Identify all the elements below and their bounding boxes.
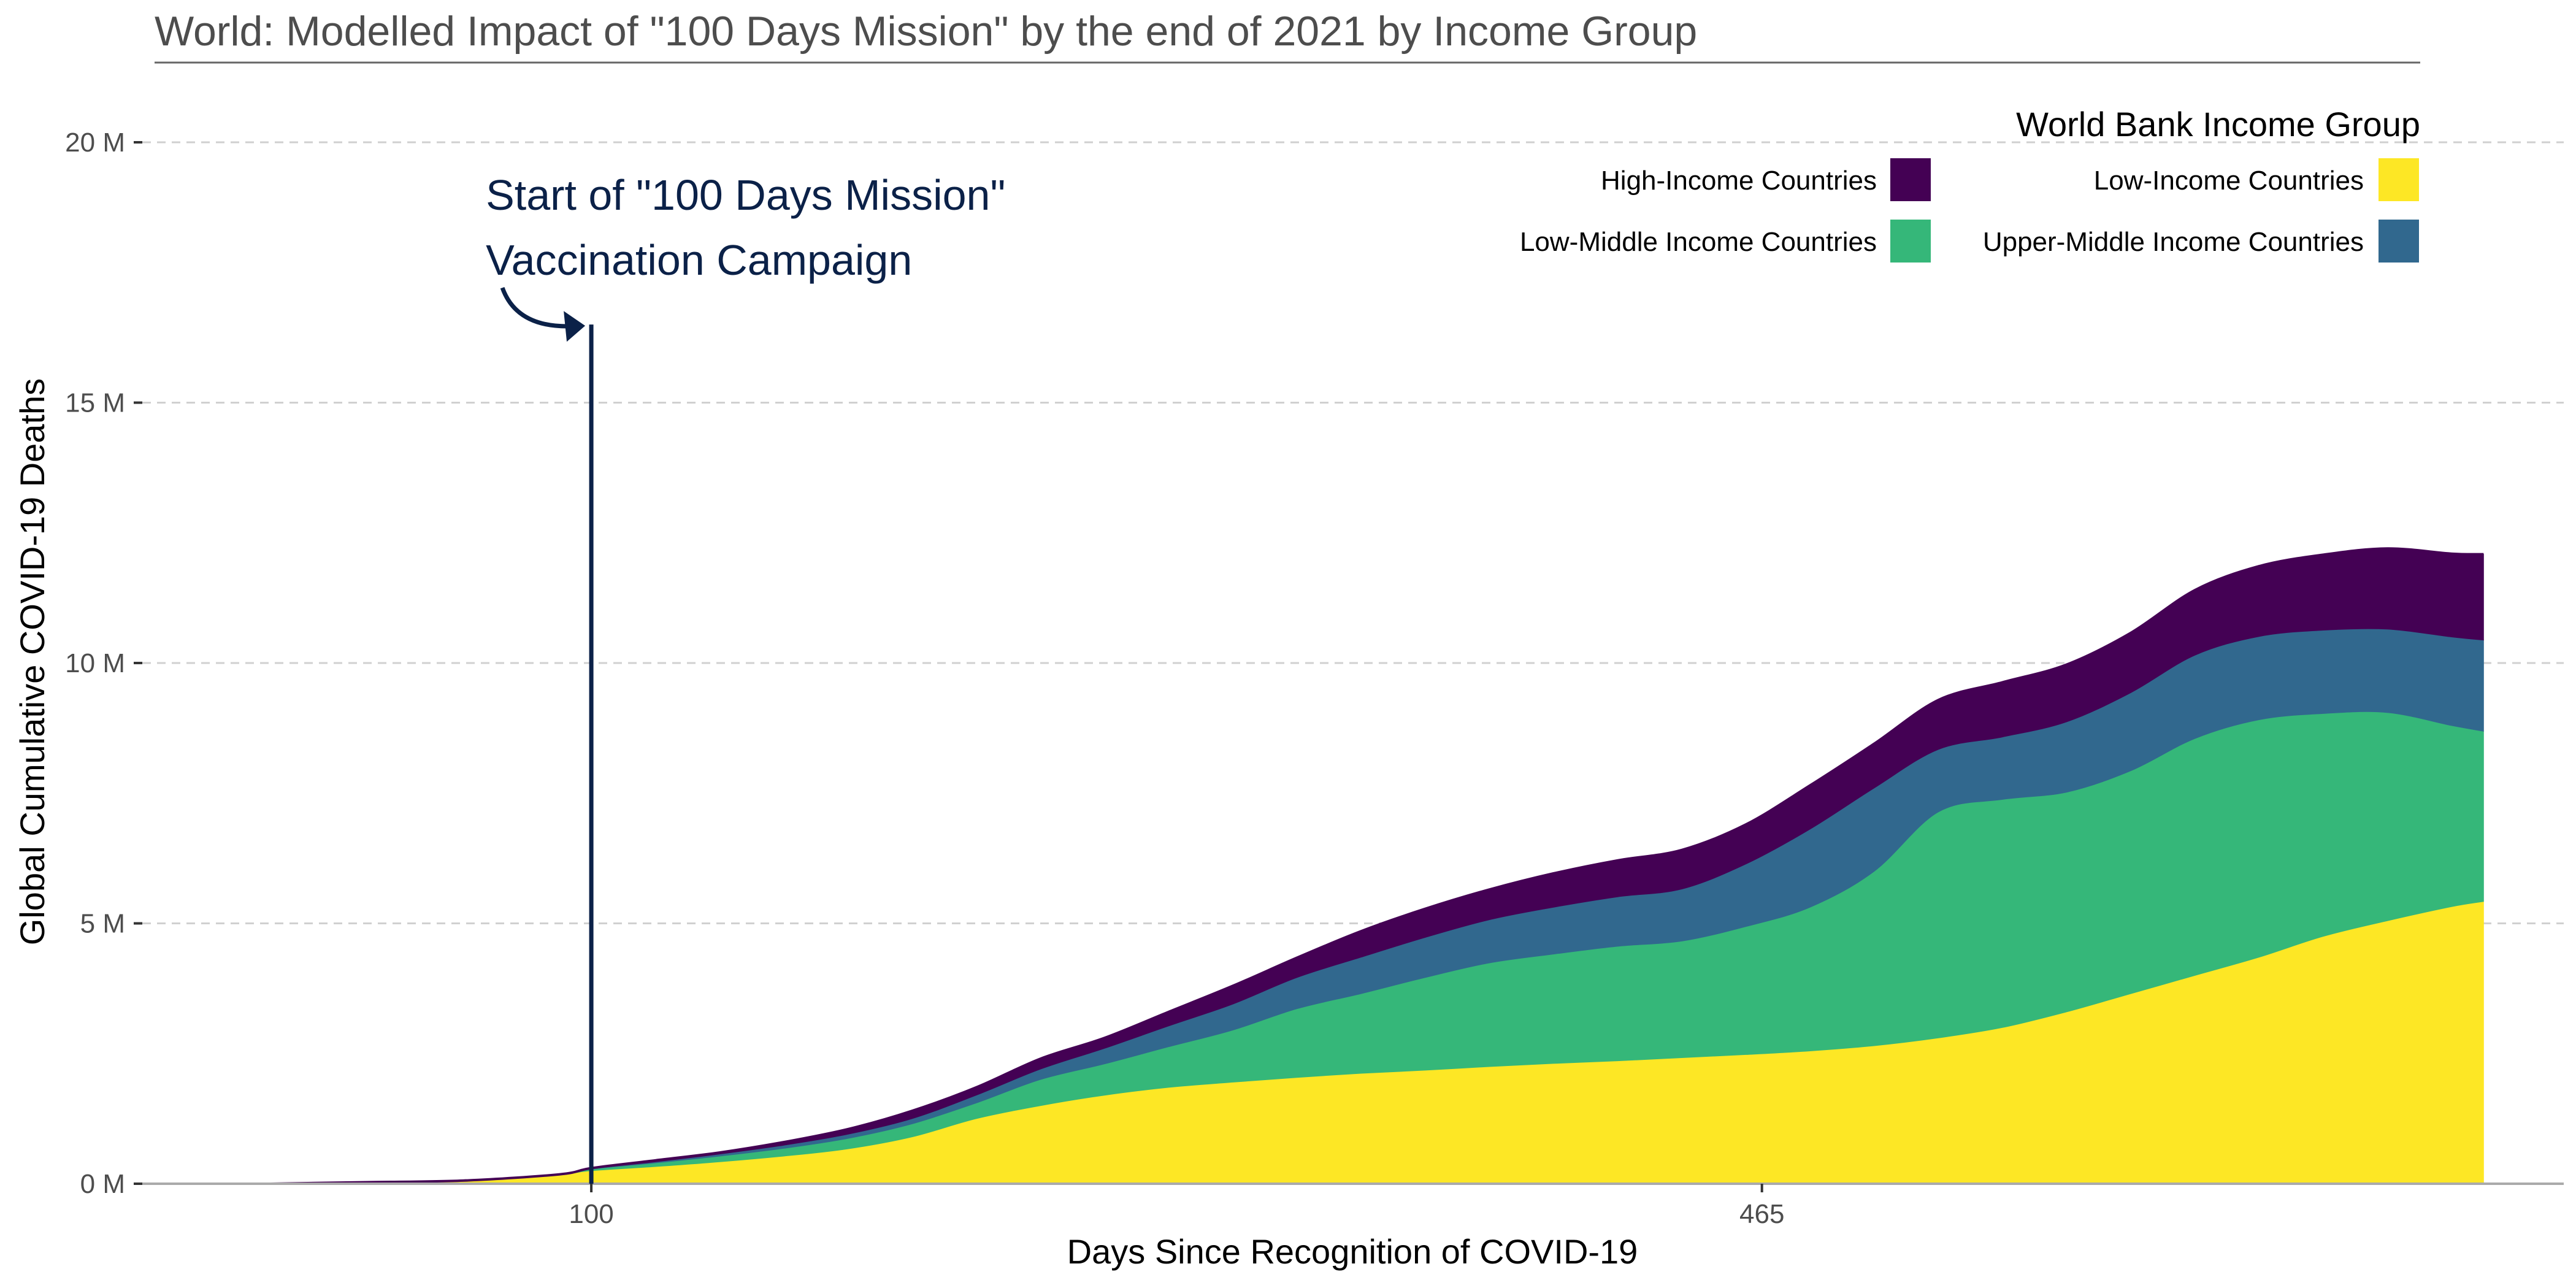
- y-tick-label: 0 M: [80, 1169, 125, 1199]
- y-axis-label: Global Cumulative COVID-19 Deaths: [13, 378, 52, 945]
- x-tick-label: 100: [569, 1199, 613, 1229]
- legend-label: High-Income Countries: [1601, 166, 1877, 196]
- vaccination-campaign-annotation: Start of "100 Days Mission" Vaccination C…: [486, 171, 1005, 1184]
- legend-label: Low-Income Countries: [2094, 166, 2364, 196]
- legend-label: Low-Middle Income Countries: [1520, 227, 1877, 257]
- legend-key: [2379, 158, 2419, 201]
- x-tick-label: 465: [1739, 1199, 1784, 1229]
- stacked-areas: [270, 547, 2484, 1185]
- x-axis-label: Days Since Recognition of COVID-19: [1067, 1232, 1638, 1271]
- legend: World Bank Income Group High-Income Count…: [1520, 105, 2420, 263]
- annotation-text-line: Vaccination Campaign: [486, 236, 912, 284]
- annotation-arrowhead: [564, 311, 586, 342]
- legend-key: [1890, 158, 1931, 201]
- legend-key: [2379, 220, 2419, 263]
- x-axis: 100 465: [142, 1183, 2564, 1229]
- annotation-text-line: Start of "100 Days Mission": [486, 171, 1005, 219]
- legend-label: Upper-Middle Income Countries: [1983, 227, 2364, 257]
- y-tick-label: 20 M: [65, 128, 125, 158]
- legend-title: World Bank Income Group: [2016, 105, 2420, 144]
- y-tick-label: 15 M: [65, 388, 125, 418]
- y-axis-ticks: 0 M 5 M 10 M 15 M 20 M: [65, 128, 142, 1199]
- chart-title: World: Modelled Impact of "100 Days Miss…: [155, 8, 1697, 55]
- y-tick-label: 10 M: [65, 648, 125, 678]
- total-outline: [270, 547, 2484, 1185]
- y-tick-label: 5 M: [80, 909, 125, 939]
- legend-key: [1890, 220, 1931, 263]
